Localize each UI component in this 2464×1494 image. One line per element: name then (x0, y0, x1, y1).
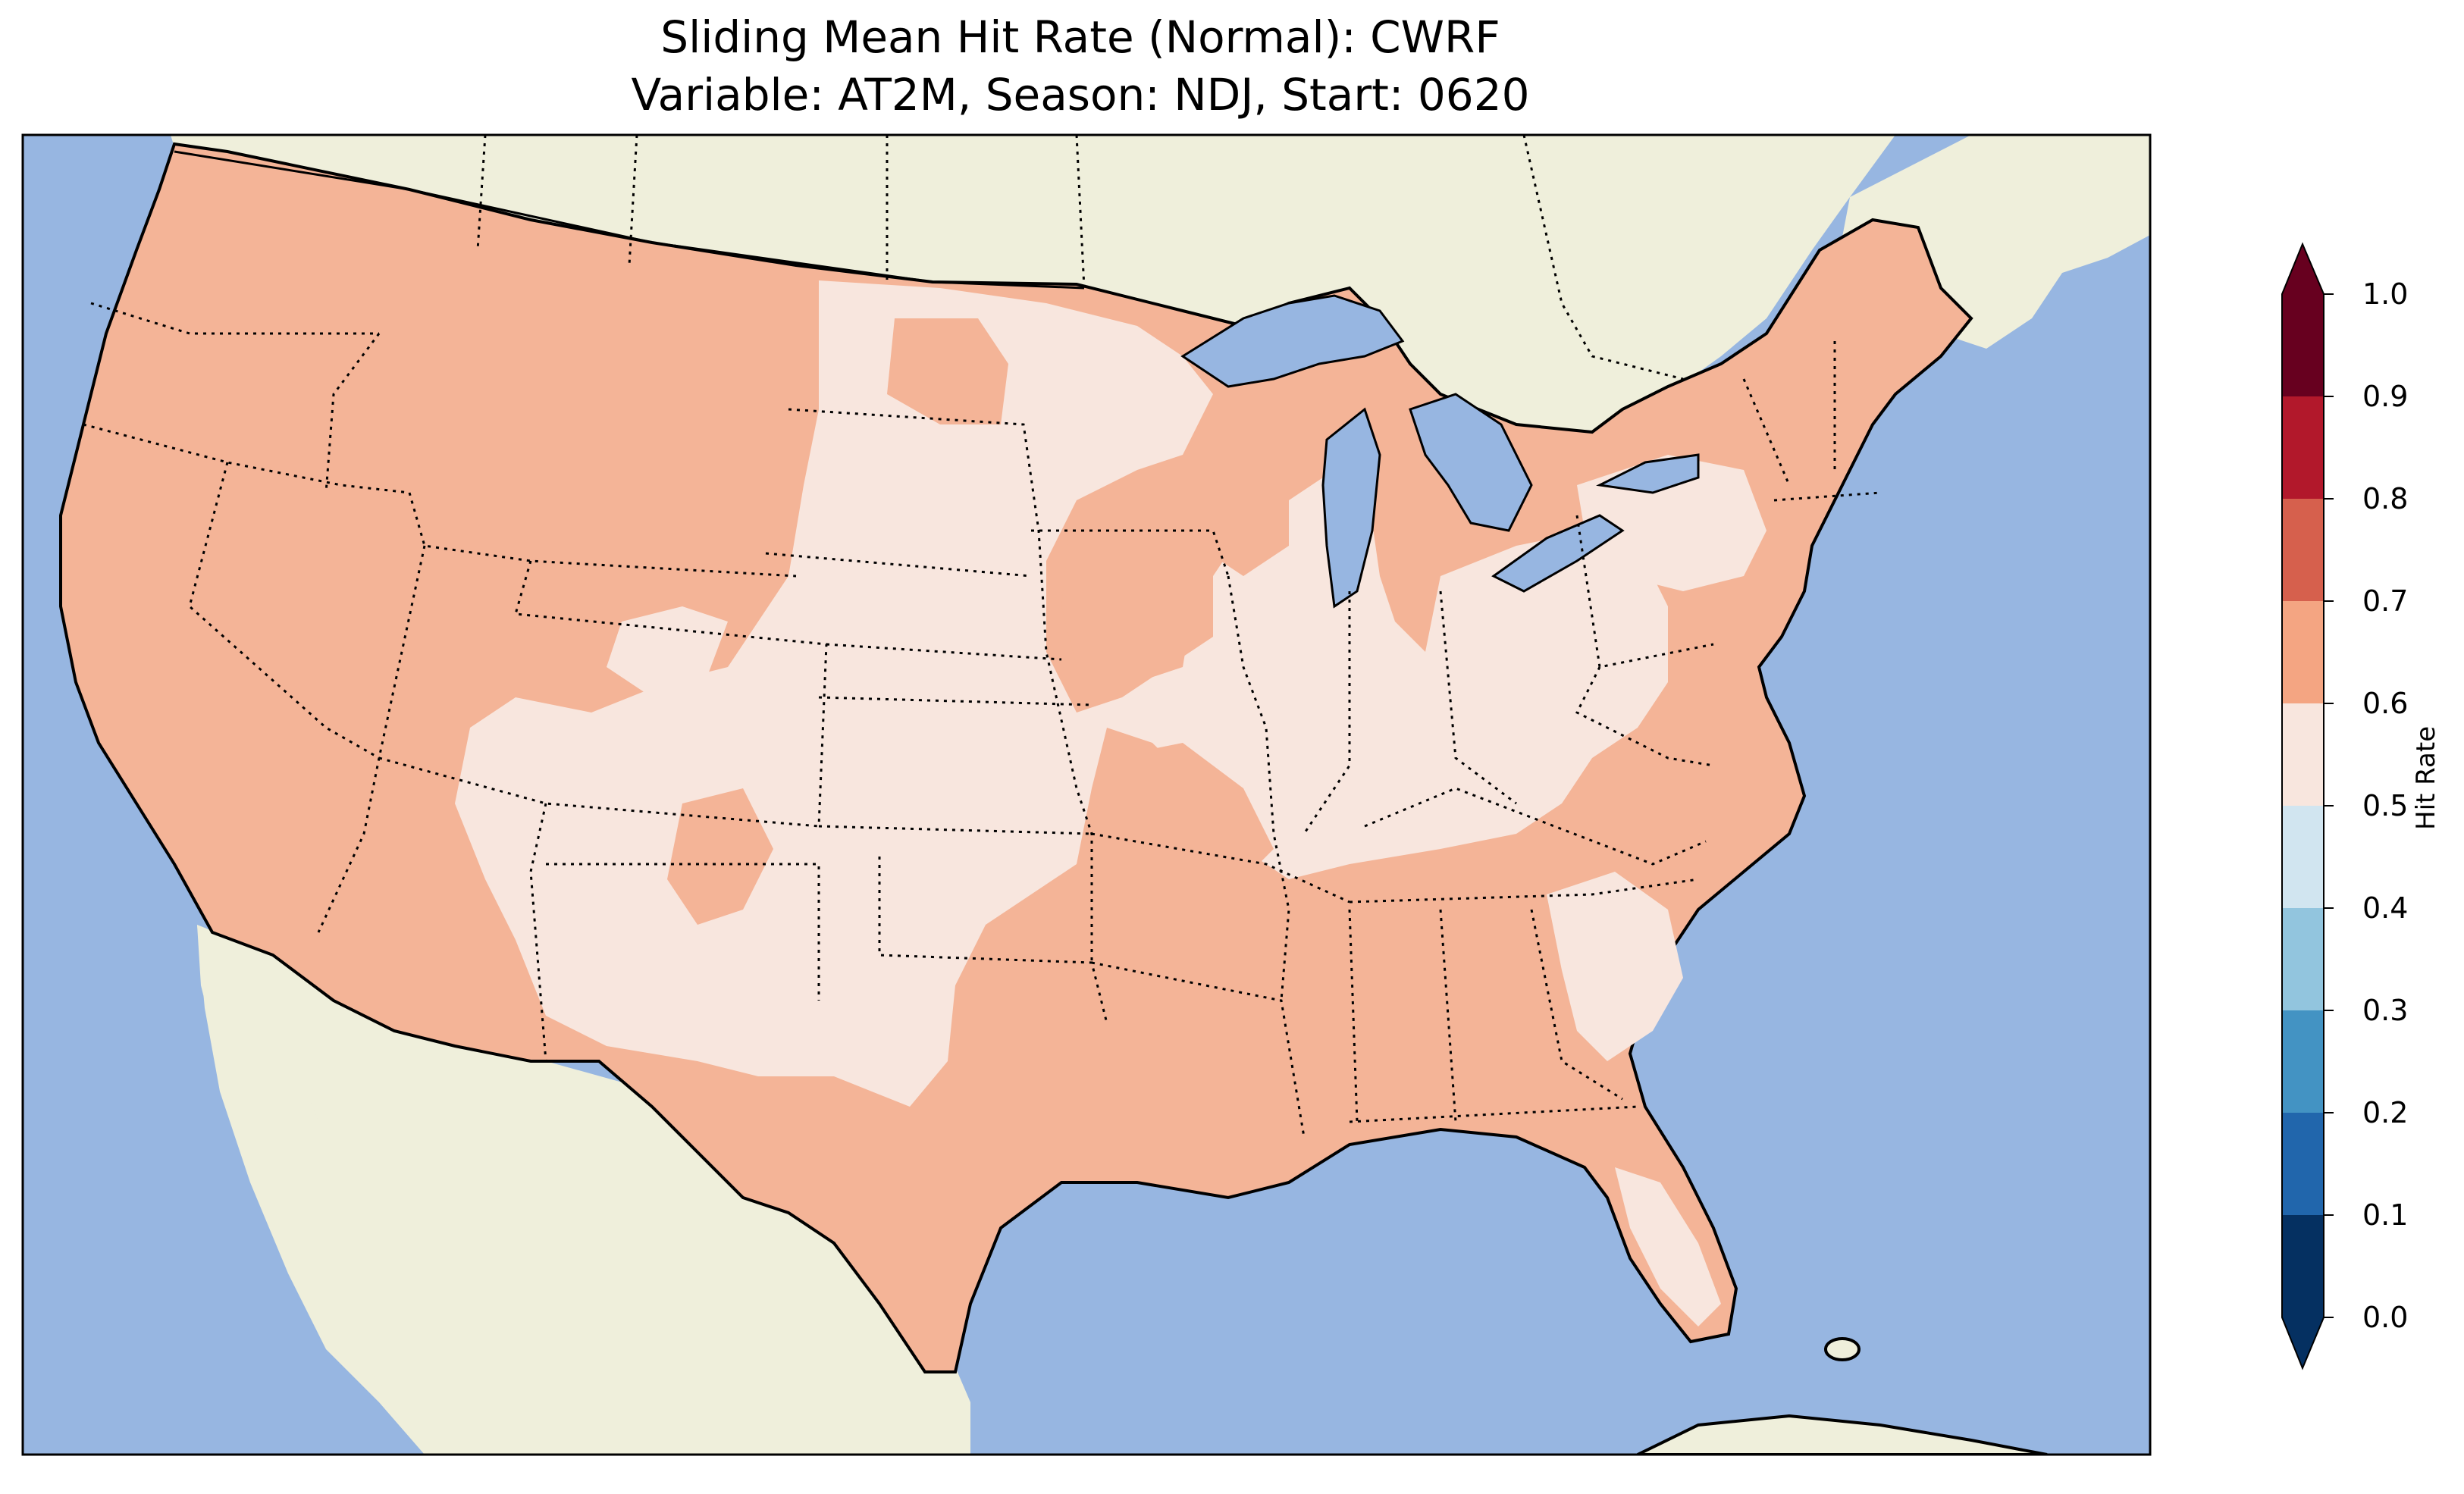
colorbar-bin-0.2-0.3 (2282, 1010, 2324, 1113)
baja-peninsula (197, 925, 440, 1417)
higher-hit-rate-patches (667, 318, 1289, 925)
colorbar-bin-0.7-0.8 (2282, 499, 2324, 601)
colorbar-tick-label-1.0: 1.0 (2362, 277, 2409, 311)
map-frame (21, 133, 2152, 1456)
colorbar-tick-label-0.5: 0.5 (2362, 789, 2409, 822)
map-title-line-1: Sliding Mean Hit Rate (Normal): CWRF (660, 11, 1500, 63)
colorbar-bin-0.0-0.1 (2282, 1215, 2324, 1317)
colorbar-bin-0.6-0.7 (2282, 601, 2324, 703)
map-title-line-2: Variable: AT2M, Season: NDJ, Start: 0620 (631, 69, 1530, 121)
colorbar-label: Hit Rate (2411, 725, 2441, 830)
colorbar-tick-label-0.0: 0.0 (2362, 1301, 2409, 1334)
colorbar-tick-label-0.4: 0.4 (2362, 891, 2409, 925)
colorbar (2281, 242, 2334, 1370)
colorbar-tick-label-0.3: 0.3 (2362, 994, 2409, 1027)
colorbar-tick-label-0.2: 0.2 (2362, 1096, 2409, 1129)
colorbar-tick-label-0.6: 0.6 (2362, 687, 2409, 720)
colorbar-extend-high (2282, 244, 2324, 294)
colorbar-ticks (2324, 293, 2334, 1318)
colorbar-tick-label-0.9: 0.9 (2362, 380, 2409, 413)
state-borders (83, 302, 1881, 1138)
cuba-land (1637, 1414, 2048, 1455)
colorbar-bin-0.4-0.5 (2282, 806, 2324, 908)
colorbar-bin-0.3-0.4 (2282, 908, 2324, 1010)
colorbar-extend-low (2282, 1317, 2324, 1368)
colorbar-bin-0.8-0.9 (2282, 396, 2324, 499)
colorbar-bin-0.5-0.6 (2282, 703, 2324, 806)
us-canada-border (174, 150, 1085, 290)
colorbar-tick-label-0.1: 0.1 (2362, 1198, 2409, 1232)
bahamas-island (1824, 1337, 1861, 1361)
colorbar-bin-0.1-0.2 (2282, 1113, 2324, 1215)
provincial-borders (476, 135, 1684, 381)
colorbar-tick-label-0.7: 0.7 (2362, 584, 2409, 618)
great-lakes (1180, 294, 1700, 609)
map-panel (23, 135, 2150, 1455)
colorbar-tick-label-0.8: 0.8 (2362, 482, 2409, 515)
colorbar-bin-0.9-1.0 (2282, 294, 2324, 396)
